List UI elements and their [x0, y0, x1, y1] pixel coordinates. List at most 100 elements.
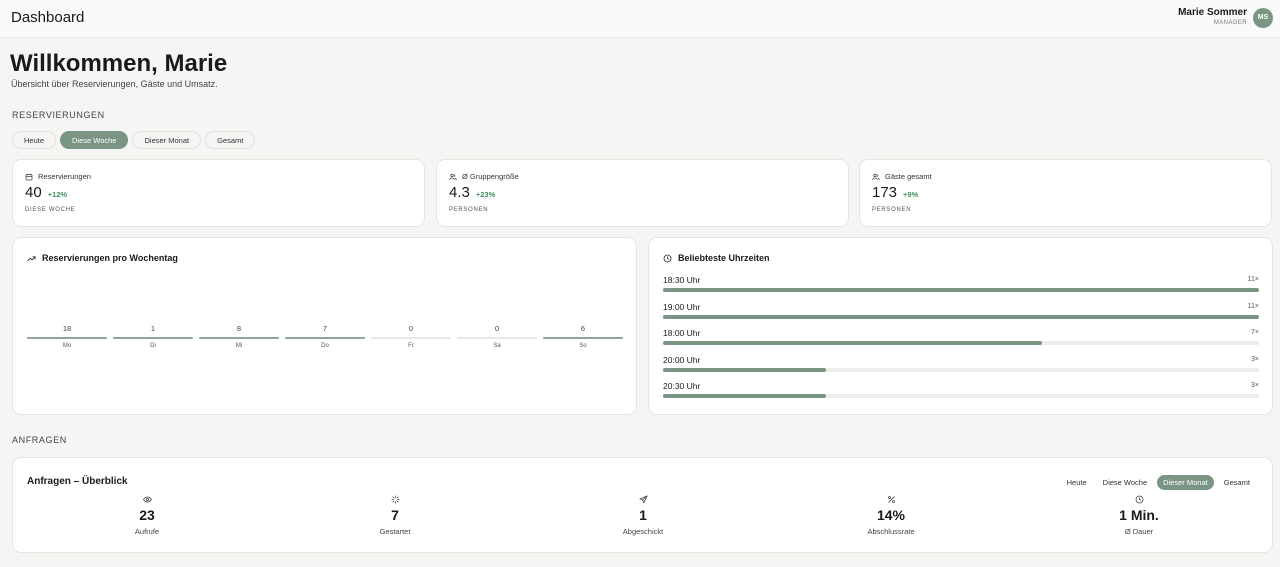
- stat-delta: +9%: [903, 190, 919, 199]
- stat-header: Gäste gesamt: [872, 172, 932, 181]
- bar-value-label: 18: [62, 324, 72, 333]
- user-role: MANAGER: [1213, 20, 1247, 26]
- bar-category-label: Di: [150, 343, 156, 349]
- clock-icon: [663, 254, 672, 262]
- metric-conversion-rate: 14% Abschlussrate: [831, 495, 951, 536]
- time-bar-track: [663, 367, 1259, 372]
- user-name: Marie Sommer: [1178, 7, 1247, 18]
- weekday-chart-title: Reservierungen pro Wochentag: [42, 253, 178, 263]
- requests-filter-this-month[interactable]: Dieser Monat: [1157, 475, 1214, 490]
- bar-di: 1 Di: [113, 324, 193, 352]
- bar-fr: 0 Fr: [371, 324, 451, 352]
- time-bar-fill: [663, 394, 826, 398]
- metric-label: Gestartet: [379, 527, 411, 536]
- bar-mark: [371, 337, 451, 339]
- bar-category-label: Sa: [493, 343, 501, 349]
- time-label: 18:30 Uhr: [663, 275, 701, 285]
- stat-value: 40: [25, 184, 42, 201]
- metric-label: Ø Dauer: [1124, 527, 1154, 536]
- metric-value: 1: [639, 507, 647, 523]
- metric-label: Abschlussrate: [867, 527, 915, 536]
- filter-this-week[interactable]: Diese Woche: [60, 131, 129, 149]
- stat-value-row: 4.3 +23%: [449, 184, 495, 201]
- avatar[interactable]: MS: [1253, 7, 1273, 28]
- time-bar-fill: [663, 367, 826, 372]
- metric-value: 1 Min.: [1119, 507, 1159, 523]
- metric-value: 7: [391, 507, 399, 523]
- stat-card-reservations: Reservierungen 40 +12% DIESE WOCHE: [12, 159, 425, 227]
- weekday-chart-header: Reservierungen pro Wochentag: [27, 253, 178, 263]
- eye-icon: [142, 496, 152, 503]
- bar-category-label: So: [579, 343, 587, 349]
- user-menu[interactable]: Marie Sommer MANAGER MS: [1178, 7, 1273, 28]
- users-icon: [449, 173, 457, 180]
- stat-value-row: 173 +9%: [872, 184, 918, 201]
- stat-value: 4.3: [449, 184, 470, 201]
- stat-label: Reservierungen: [38, 172, 91, 181]
- requests-filter-today[interactable]: Heute: [1066, 478, 1087, 487]
- filter-this-month[interactable]: Dieser Monat: [132, 131, 202, 149]
- time-count: 3×: [1251, 355, 1259, 363]
- metric-label: Aufrufe: [134, 527, 160, 536]
- bar-mi: 8 Mi: [199, 324, 279, 352]
- bar-category-label: Fr: [408, 343, 414, 349]
- requests-title: Anfragen – Überblick: [27, 476, 128, 487]
- bar-value-label: 7: [322, 324, 328, 333]
- bar-value-label: 6: [580, 324, 586, 333]
- time-label: 20:30 Uhr: [663, 381, 701, 391]
- stat-sublabel: DIESE WOCHE: [25, 207, 76, 213]
- section-label-reservations: RESERVIERUNGEN: [12, 110, 105, 120]
- stat-value-row: 40 +12%: [25, 184, 67, 201]
- stat-sublabel: PERSONEN: [872, 207, 912, 213]
- bar-mark: [543, 337, 623, 339]
- users-icon: [872, 173, 880, 180]
- bar-value-label: 1: [150, 324, 156, 333]
- stat-label: Gäste gesamt: [885, 172, 932, 181]
- time-bar-track: [663, 341, 1259, 345]
- bar-mark: [285, 337, 365, 339]
- bar-sa: 0 Sa: [457, 324, 537, 352]
- stat-card-group-size: Ø Gruppengröße 4.3 +23% PERSONEN: [436, 159, 849, 227]
- welcome-subtitle: Übersicht über Reservierungen, Gäste und…: [11, 79, 218, 89]
- bar-mark: [199, 337, 279, 339]
- trending-up-icon: [27, 255, 36, 261]
- time-bar-track: [663, 288, 1259, 292]
- bar-mo: 18 Mo: [27, 324, 107, 352]
- metric-value: 23: [139, 507, 155, 523]
- time-count: 11×: [1247, 276, 1259, 283]
- popular-times-title: Beliebteste Uhrzeiten: [678, 253, 770, 263]
- stat-header: Reservierungen: [25, 172, 91, 181]
- time-row: 18:00 Uhr 7×: [663, 328, 1259, 352]
- bar-category-label: Do: [321, 343, 329, 349]
- metric-avg-duration: 1 Min. Ø Dauer: [1079, 495, 1199, 536]
- percent-icon: [887, 496, 895, 503]
- bar-so: 6 So: [543, 324, 623, 352]
- requests-filter-group: Heute Diese Woche Dieser Monat Gesamt: [1061, 475, 1256, 490]
- send-icon: [638, 495, 648, 504]
- metric-value: 14%: [876, 507, 906, 523]
- metric-submitted: 1 Abgeschickt: [583, 495, 703, 536]
- welcome-heading: Willkommen, Marie: [10, 50, 228, 77]
- time-row: 20:30 Uhr 3×: [663, 381, 1259, 405]
- time-row: 20:00 Uhr 3×: [663, 355, 1259, 379]
- time-row: 18:30 Uhr 11×: [663, 275, 1259, 299]
- stat-delta: +12%: [47, 190, 68, 199]
- calendar-icon: [25, 173, 33, 180]
- requests-filter-total[interactable]: Gesamt: [1223, 478, 1250, 487]
- bar-value-label: 8: [236, 324, 242, 333]
- requests-filter-this-week[interactable]: Diese Woche: [1102, 478, 1148, 487]
- time-label: 18:00 Uhr: [663, 328, 701, 338]
- time-row: 19:00 Uhr 11×: [663, 302, 1259, 326]
- filter-today[interactable]: Heute: [12, 131, 57, 149]
- metric-label: Abgeschickt: [622, 527, 664, 536]
- stat-value: 173: [872, 184, 898, 201]
- metric-started: 7 Gestartet: [335, 495, 455, 536]
- bar-category-label: Mi: [235, 343, 243, 349]
- bar-do: 7 Do: [285, 324, 365, 352]
- filter-total[interactable]: Gesamt: [205, 131, 256, 149]
- sparkle-icon: [390, 495, 400, 504]
- requests-overview-card: Anfragen – Überblick Heute Diese Woche D…: [12, 457, 1273, 553]
- time-count: 7×: [1251, 329, 1259, 336]
- stat-sublabel: PERSONEN: [449, 207, 489, 213]
- clock-icon: [1135, 495, 1143, 504]
